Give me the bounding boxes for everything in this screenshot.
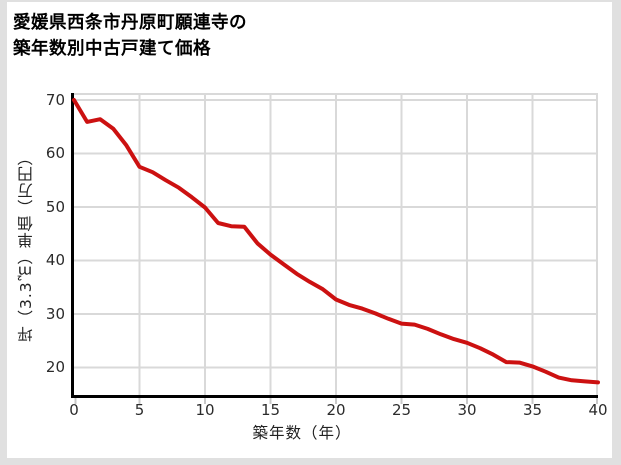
price-line-chart (72, 93, 600, 404)
x-tick-label: 30 (457, 401, 477, 419)
y-tick-label: 70 (45, 90, 65, 109)
chart-title-line-1: 愛媛県西条市丹原町願連寺の (13, 13, 247, 33)
x-tick-label: 20 (326, 401, 346, 419)
y-tick-label: 20 (45, 358, 65, 377)
price-line (72, 98, 600, 385)
y-axis-label: 坪（3.3㎡）単価（万円） (17, 149, 35, 342)
x-tick-label: 5 (134, 401, 145, 419)
y-tick-label: 50 (45, 197, 65, 216)
x-axis-label: 築年数（年） (252, 424, 352, 442)
x-tick-label: 25 (391, 401, 412, 419)
x-tick-label: 35 (522, 401, 543, 419)
x-tick-label: 10 (195, 401, 215, 419)
x-tick-label: 15 (260, 401, 281, 419)
y-tick-label: 40 (45, 251, 65, 270)
x-tick-label: 40 (588, 401, 608, 419)
y-tick-label: 30 (45, 304, 65, 323)
chart-title-line-2: 築年数別中古戸建て価格 (13, 39, 211, 59)
plot-area (71, 93, 600, 404)
chart-title: 愛媛県西条市丹原町願連寺の 築年数別中古戸建て価格 (13, 10, 247, 62)
y-tick-label: 60 (45, 144, 65, 163)
x-tick-label: 0 (69, 401, 79, 419)
chart-card: 愛媛県西条市丹原町願連寺の 築年数別中古戸建て価格 坪（3.3㎡）単価（万円） … (7, 2, 612, 458)
